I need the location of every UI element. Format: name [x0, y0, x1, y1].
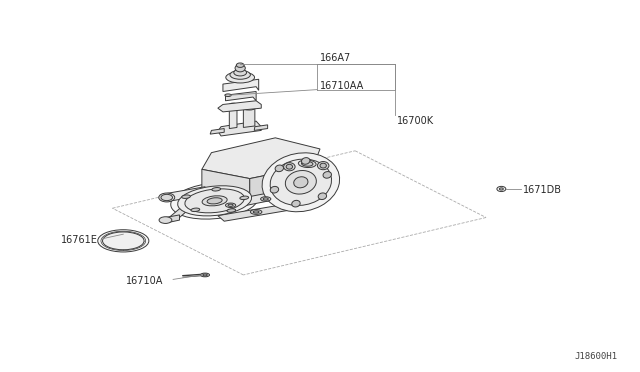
- Ellipse shape: [270, 159, 332, 205]
- Polygon shape: [202, 138, 320, 179]
- Ellipse shape: [240, 196, 248, 199]
- Ellipse shape: [171, 183, 259, 219]
- Polygon shape: [225, 92, 256, 101]
- Polygon shape: [243, 108, 255, 128]
- Ellipse shape: [159, 193, 175, 202]
- Ellipse shape: [159, 217, 172, 224]
- Polygon shape: [210, 129, 224, 134]
- Ellipse shape: [253, 211, 259, 213]
- Text: 16761E: 16761E: [61, 235, 97, 245]
- Ellipse shape: [191, 208, 200, 212]
- Ellipse shape: [212, 187, 221, 191]
- Ellipse shape: [320, 163, 326, 168]
- Polygon shape: [218, 203, 301, 221]
- Ellipse shape: [182, 195, 190, 198]
- Ellipse shape: [225, 203, 236, 208]
- Polygon shape: [218, 190, 288, 210]
- Ellipse shape: [262, 153, 340, 212]
- Text: J18600H1: J18600H1: [574, 352, 617, 361]
- Ellipse shape: [323, 171, 332, 178]
- Ellipse shape: [243, 106, 255, 110]
- Ellipse shape: [318, 193, 326, 199]
- Text: 16710AA: 16710AA: [320, 81, 364, 91]
- Polygon shape: [218, 121, 261, 136]
- Ellipse shape: [226, 72, 255, 83]
- Ellipse shape: [499, 188, 503, 190]
- Ellipse shape: [227, 209, 236, 212]
- Polygon shape: [254, 125, 268, 131]
- Ellipse shape: [230, 70, 250, 79]
- Ellipse shape: [263, 198, 268, 200]
- Ellipse shape: [275, 165, 284, 171]
- Ellipse shape: [286, 164, 292, 169]
- Ellipse shape: [270, 186, 278, 193]
- Ellipse shape: [285, 170, 316, 194]
- Ellipse shape: [497, 186, 506, 192]
- Ellipse shape: [294, 177, 308, 188]
- Ellipse shape: [178, 186, 252, 216]
- Ellipse shape: [203, 274, 207, 276]
- Ellipse shape: [102, 232, 144, 250]
- Ellipse shape: [236, 63, 244, 67]
- Ellipse shape: [225, 94, 231, 96]
- Polygon shape: [167, 187, 205, 202]
- Polygon shape: [229, 105, 237, 129]
- Ellipse shape: [229, 103, 237, 106]
- Polygon shape: [202, 169, 250, 199]
- Ellipse shape: [98, 230, 149, 252]
- Ellipse shape: [260, 197, 271, 201]
- Ellipse shape: [202, 196, 227, 206]
- Polygon shape: [218, 101, 261, 112]
- Ellipse shape: [292, 201, 300, 207]
- Ellipse shape: [298, 160, 316, 167]
- Polygon shape: [223, 79, 259, 92]
- Text: 16710A: 16710A: [126, 276, 163, 286]
- Text: 1671DB: 1671DB: [523, 185, 562, 195]
- Ellipse shape: [301, 161, 313, 166]
- Ellipse shape: [228, 204, 233, 206]
- Ellipse shape: [250, 209, 262, 214]
- Ellipse shape: [200, 273, 209, 277]
- Polygon shape: [166, 198, 202, 221]
- Ellipse shape: [207, 198, 222, 204]
- Ellipse shape: [284, 163, 295, 171]
- Ellipse shape: [301, 158, 310, 164]
- Ellipse shape: [234, 69, 246, 76]
- Ellipse shape: [161, 194, 173, 201]
- Text: 166A7: 166A7: [320, 52, 351, 62]
- Ellipse shape: [235, 64, 245, 72]
- Polygon shape: [166, 215, 179, 223]
- Polygon shape: [250, 166, 314, 199]
- Ellipse shape: [185, 189, 244, 213]
- Ellipse shape: [317, 161, 329, 170]
- Text: 16700K: 16700K: [397, 116, 434, 126]
